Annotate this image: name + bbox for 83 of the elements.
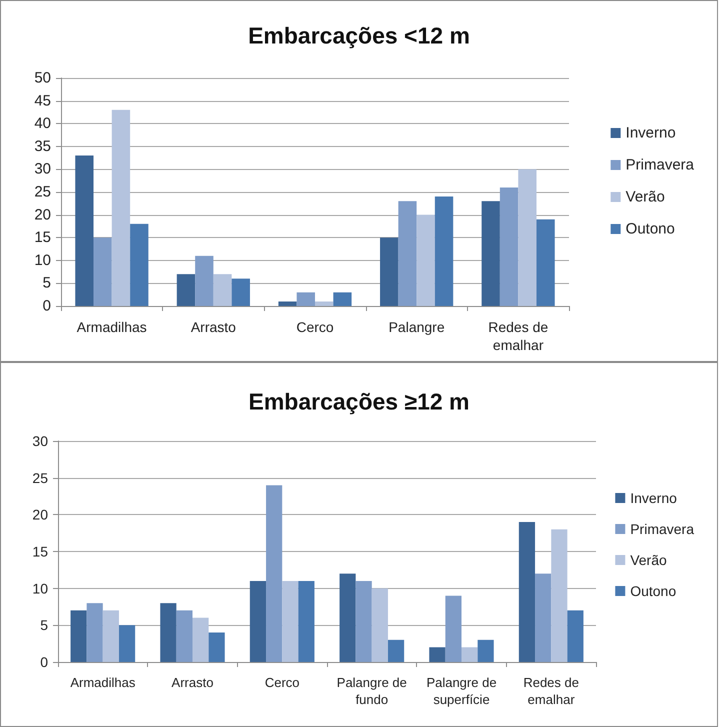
bar (445, 596, 462, 662)
bar (160, 603, 176, 662)
x-tick-label: Palangre de fundo (336, 675, 407, 707)
bar (250, 580, 266, 662)
bar (94, 238, 112, 306)
legend-label: Primavera (630, 521, 694, 537)
bar (70, 610, 87, 662)
legend-label: Inverno (626, 124, 676, 142)
y-tick-label: 30 (32, 433, 48, 449)
y-tick-label: 0 (40, 654, 48, 670)
bar (536, 219, 555, 306)
bar (333, 292, 352, 306)
y-tick-label: 20 (34, 206, 51, 224)
bar (567, 610, 584, 662)
y-tick-label: 30 (34, 160, 51, 178)
bar (232, 278, 250, 306)
legend-label: Inverno (630, 490, 678, 506)
x-tick-label: Cerco (296, 319, 334, 335)
bar (75, 156, 94, 306)
bar (482, 201, 500, 306)
bar (130, 224, 148, 306)
bar (429, 647, 446, 662)
bar (340, 574, 356, 662)
bar (398, 201, 417, 306)
bar (298, 580, 314, 662)
legend-label: Outono (630, 583, 676, 599)
y-tick-label: 15 (32, 544, 48, 560)
y-tick-label: 20 (32, 506, 48, 523)
y-tick-label: 0 (42, 298, 51, 314)
y-tick-label: 25 (32, 470, 48, 486)
bar (208, 632, 225, 662)
y-tick-label: 5 (40, 617, 48, 634)
x-tick-label: Palangre de superfície (426, 675, 497, 707)
y-tick-label: 40 (34, 115, 51, 132)
y-tick-label: 10 (34, 252, 51, 269)
bar (118, 625, 136, 662)
legend-label: Primavera (626, 156, 695, 174)
bar (388, 640, 404, 662)
bar (462, 647, 478, 662)
y-tick-label: 50 (34, 70, 51, 86)
bar (380, 238, 398, 306)
y-tick-label: 45 (34, 92, 51, 110)
bar (278, 301, 297, 306)
bar (551, 529, 568, 662)
bar (176, 274, 196, 306)
x-tick-label: Cerco (264, 675, 300, 690)
x-tick-label: Redes de emalhar (523, 675, 579, 707)
bar (416, 214, 435, 306)
bar (434, 196, 454, 306)
legend-label: Verão (626, 188, 665, 206)
bar (86, 603, 103, 662)
bar (192, 618, 209, 662)
bar (315, 301, 334, 306)
x-tick-label: Palangre (388, 319, 445, 335)
y-tick-label: 25 (34, 184, 51, 200)
x-tick-label: Arrasto (172, 675, 214, 690)
x-tick-label: Armadilhas (70, 675, 136, 690)
legend-label: Outono (626, 220, 675, 238)
legend-label: Verão (630, 552, 668, 568)
bar (500, 187, 518, 306)
bar (478, 640, 494, 662)
bar (213, 274, 232, 306)
y-tick-label: 35 (34, 138, 51, 155)
y-tick-label: 15 (34, 229, 51, 246)
bar (296, 292, 315, 306)
bar (356, 580, 372, 662)
bar (195, 256, 214, 306)
bar (102, 610, 119, 662)
bar (518, 522, 536, 662)
bar (282, 580, 298, 662)
bar (176, 610, 192, 662)
bar (518, 169, 536, 306)
y-tick-label: 10 (32, 580, 48, 596)
bar (535, 574, 552, 662)
y-tick-label: 5 (42, 274, 51, 292)
x-tick-label: Armadilhas (76, 319, 147, 335)
chart-title: Embarcações ≥12 m (248, 388, 470, 414)
x-tick-label: Redes de emalhar (488, 319, 548, 353)
bar (112, 110, 130, 306)
bar (372, 588, 388, 662)
chart-title: Embarcações <12 m (248, 22, 470, 48)
x-tick-label: Arrasto (190, 319, 236, 335)
bar (266, 485, 282, 662)
